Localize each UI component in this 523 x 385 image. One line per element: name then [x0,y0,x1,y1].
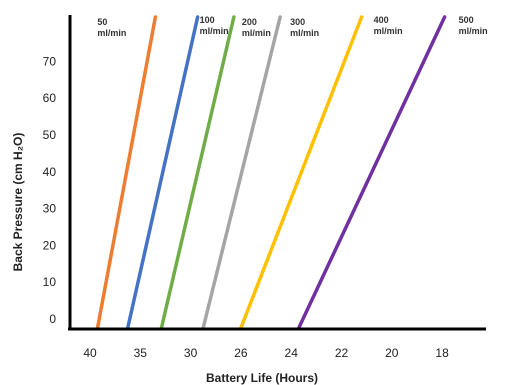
x-tick-label: 30 [184,346,198,360]
y-axis-title: Back Pressure (cm H₂O) [11,133,25,272]
series-line-500-ml-min [296,15,447,330]
series-label-value: 100 [200,15,215,25]
x-tick-label: 35 [134,346,148,360]
series-label-unit: ml/min [200,26,229,36]
series-label-unit: ml/min [374,26,403,36]
series-label-value: 200 [242,17,257,27]
x-tick-label: 22 [335,346,349,360]
y-tick-label: 10 [43,275,57,289]
y-tick-label: 50 [43,128,57,142]
x-tick-label: 26 [234,346,248,360]
y-tick-label: 0 [49,312,56,326]
series-labels: 50ml/min100ml/min200ml/min300ml/min400ml… [97,15,487,38]
x-tick-label: 18 [435,346,449,360]
series-label-value: 400 [374,15,389,25]
series-line-50-ml-min [95,15,158,330]
series-label-value: 300 [290,17,305,27]
series-label-unit: ml/min [242,28,271,38]
y-tick-label: 60 [43,91,57,105]
series-label-unit: ml/min [97,28,126,38]
series-line-100-ml-min [125,15,200,330]
series-line-300-ml-min [201,15,282,330]
tick-labels: 0 10 20 30 40 50 60 70 40 35 30 26 24 22 20 18 [43,54,449,360]
x-axis-title: Battery Life (Hours) [206,371,318,385]
series-label-unit: ml/min [459,26,488,36]
series-lines [95,15,447,330]
y-tick-label: 70 [43,54,57,68]
y-tick-label: 40 [43,165,57,179]
series-label-unit: ml/min [290,28,319,38]
x-tick-label: 24 [285,346,299,360]
x-tick-label: 40 [83,346,97,360]
y-tick-label: 30 [43,202,57,216]
x-tick-label: 20 [385,346,399,360]
series-label-value: 500 [459,15,474,25]
series-line-400-ml-min [239,15,364,330]
series-line-200-ml-min [159,15,236,330]
axes [68,15,486,331]
y-tick-label: 20 [43,238,57,252]
series-label-value: 50 [97,17,107,27]
